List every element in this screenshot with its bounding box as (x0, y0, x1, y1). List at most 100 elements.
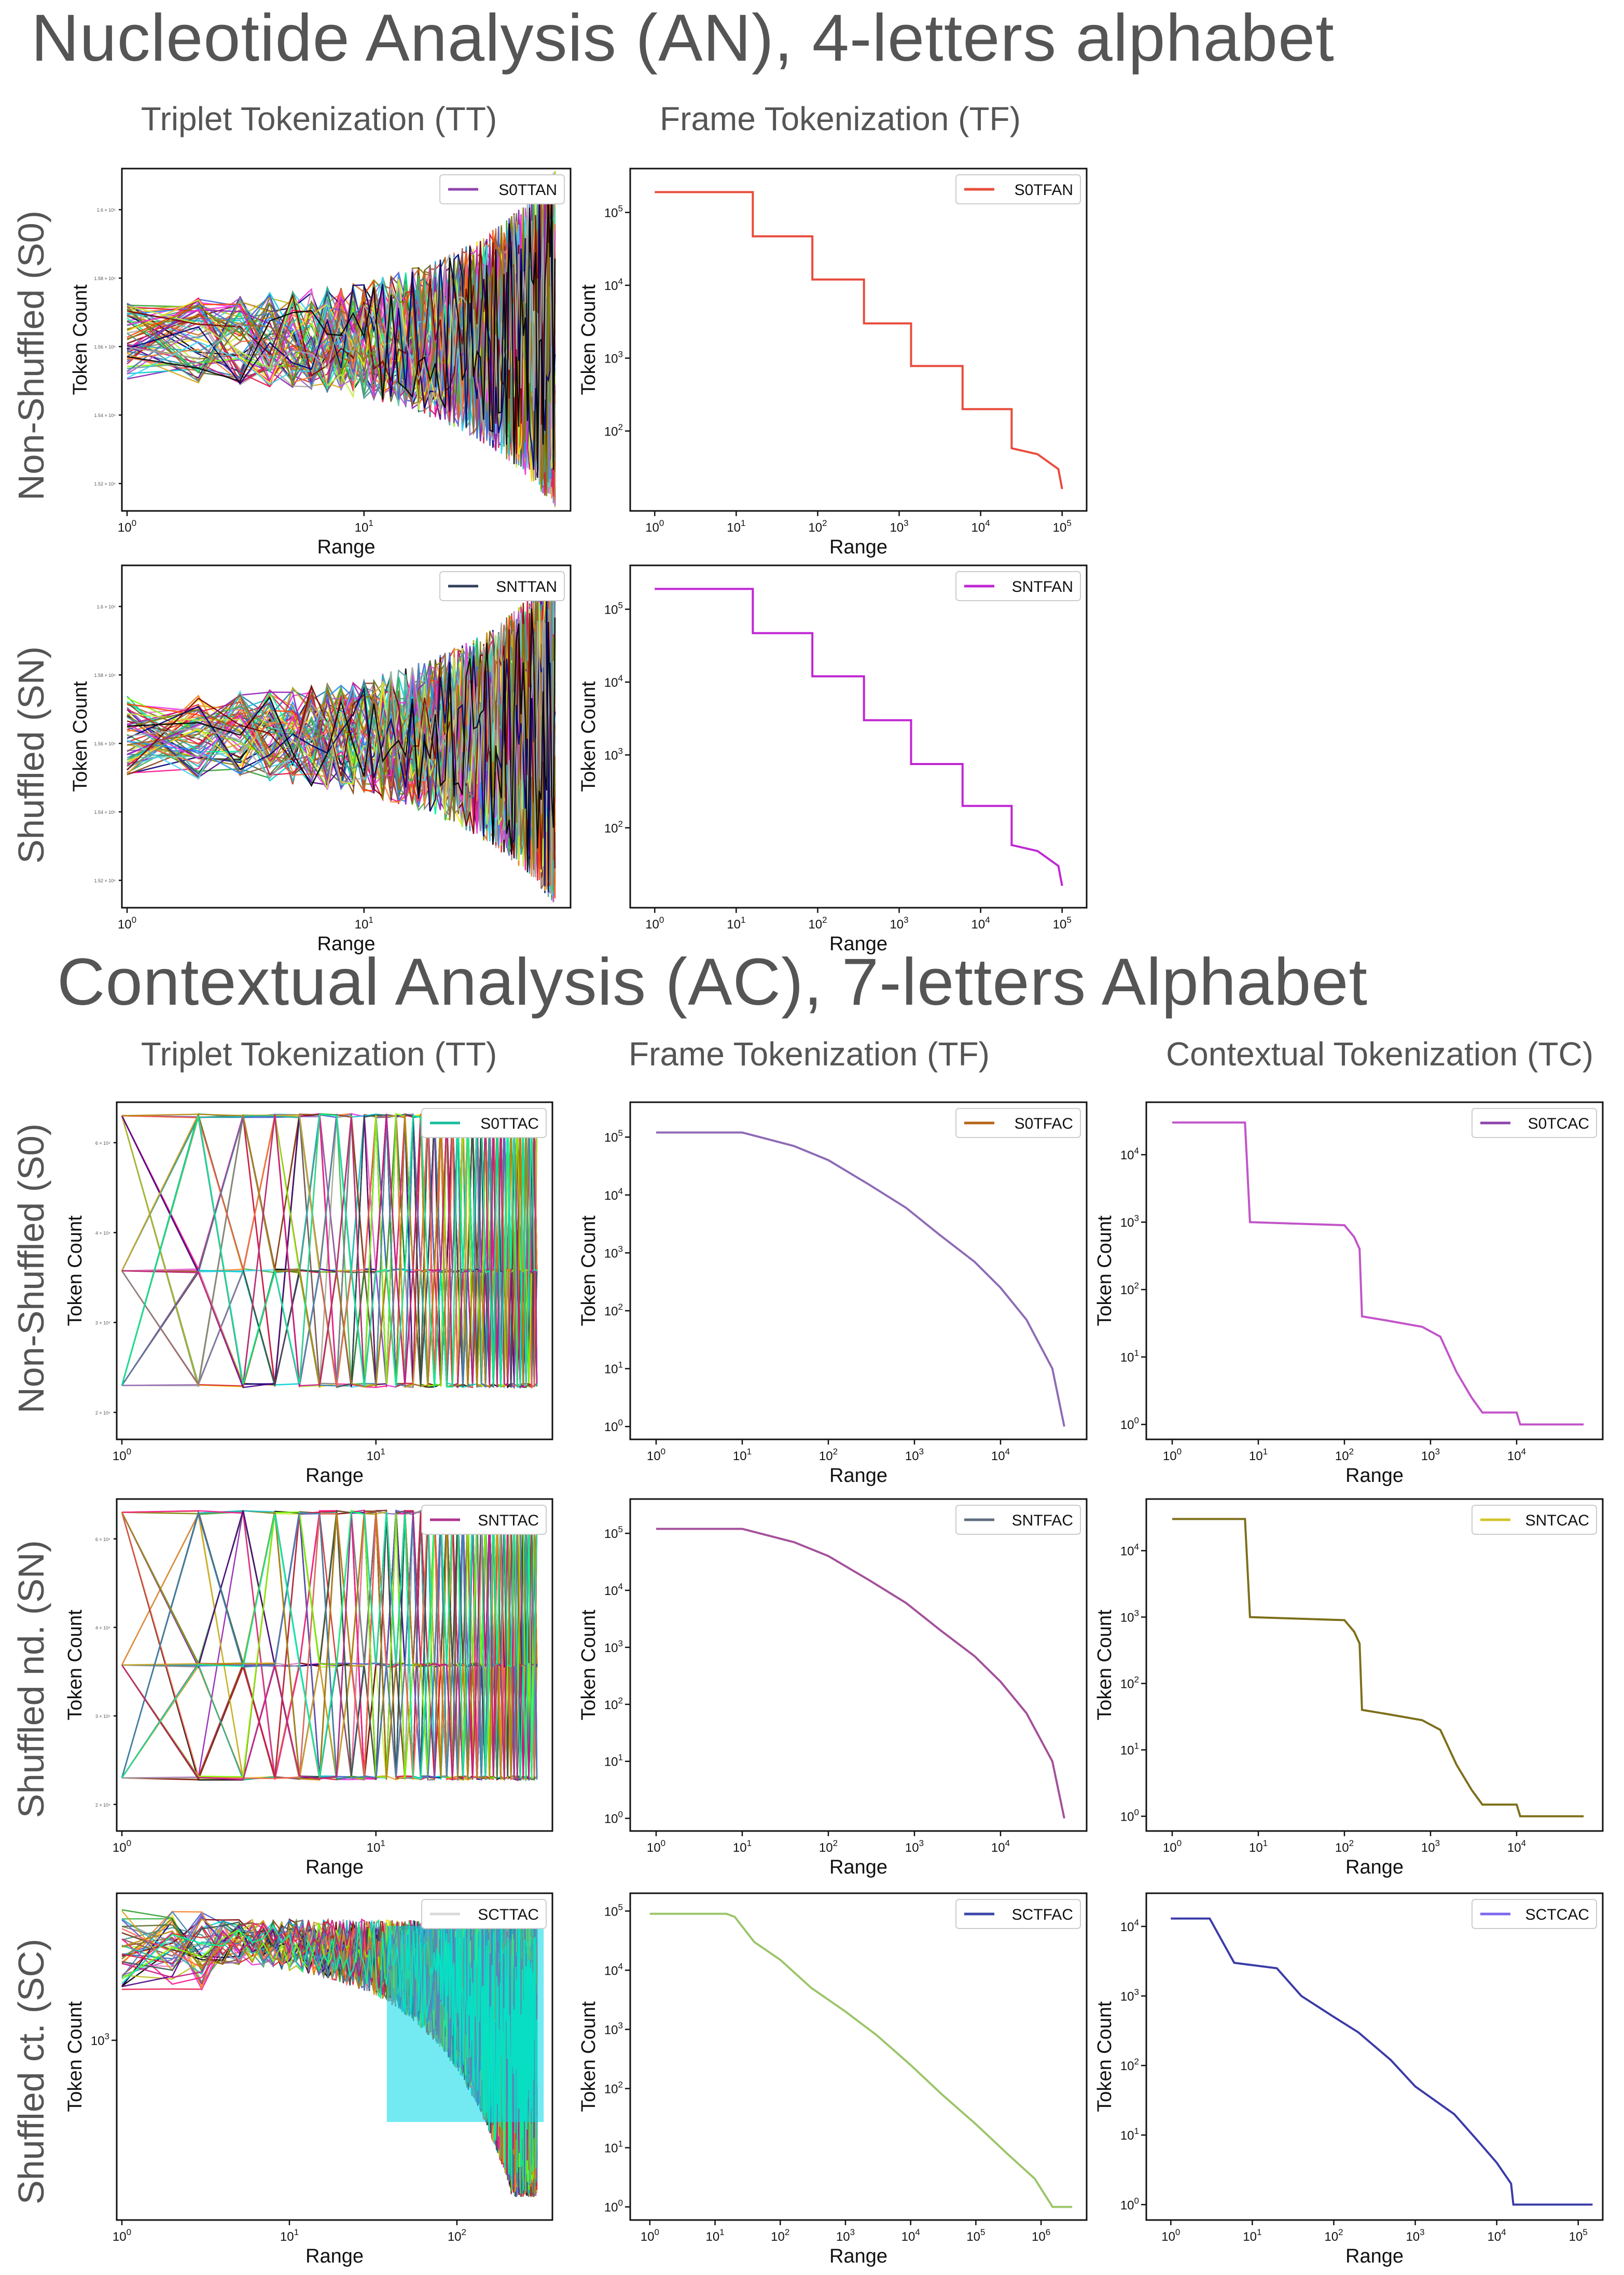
y-tick-label: 4 × 10⁴ (95, 1625, 110, 1630)
series-line (655, 191, 1063, 490)
y-tick-label: 104 (604, 1186, 623, 1203)
y-tick-label: 4 × 10⁴ (95, 1230, 110, 1236)
legend (955, 174, 1081, 204)
x-tick-label: 103 (905, 1447, 924, 1463)
x-tick-label: 101 (733, 1447, 752, 1463)
legend (1472, 1899, 1597, 1929)
x-axis-label: Range (317, 536, 376, 558)
y-tick-label: 100 (1120, 1808, 1139, 1824)
legend-label: SNTCAC (1525, 1512, 1589, 1529)
x-tick-label: 104 (991, 1838, 1010, 1855)
y-tick-label: 105 (604, 1128, 623, 1145)
x-tick-label: 105 (966, 2227, 985, 2244)
y-tick-label: 101 (1120, 1741, 1139, 1758)
y-tick-label: 2 × 10⁴ (95, 1802, 110, 1808)
data-layer (649, 1912, 1073, 2208)
legend-label: S0TTAC (480, 1115, 539, 1132)
y-tick-label: 1.56 × 10⁶ (94, 344, 116, 350)
plot-area (629, 1101, 1088, 1440)
x-tick-label: 101 (367, 1838, 385, 1855)
chart-ac_sc_tf: 100 101 102 103 104 105 106 100 101 102 103 104 105 R… (578, 1892, 1088, 2267)
legend-label: SCTFAC (1012, 1906, 1073, 1923)
data-layer (127, 171, 556, 507)
data-layer (121, 1909, 544, 2197)
y-tick-label: 1.52 × 10⁶ (94, 878, 116, 883)
x-tick-label: 102 (819, 1838, 838, 1855)
x-tick-label: 101 (280, 2227, 299, 2244)
data-layer (656, 1131, 1065, 1427)
y-tick-label: 1.54 × 10⁶ (94, 810, 116, 815)
x-tick-label: 101 (355, 518, 373, 535)
chart-an_s0_tf: 100 101 102 103 104 105 102 103 104 105 Range Token… (578, 168, 1088, 558)
series-line (1172, 1518, 1584, 1818)
y-tick-label: 3 × 10⁴ (95, 1714, 110, 1719)
chart-an_s0_tt: 100 101 1.6 × 10⁶ 1.58 × 10⁶ 1.56 × 10⁶ 1.54 … (70, 168, 572, 558)
x-tick-label: 103 (836, 2227, 855, 2244)
legend-label: S0TCAC (1528, 1115, 1589, 1132)
y-tick-label: 104 (1120, 1918, 1139, 1934)
y-tick-label: 103 (91, 2032, 109, 2048)
chart-ac_s0_tt: 100 101 6 × 10⁴ 4 × 10⁴ 3 × 10⁴ 2 × 10⁴ Range T… (64, 1101, 553, 1487)
dense-series-band (386, 1926, 544, 2122)
legend (439, 571, 565, 601)
x-tick-label: 100 (641, 2227, 659, 2244)
series-line (656, 1528, 1065, 1819)
x-tick-label: 100 (645, 518, 664, 535)
legend-label: S0TTAN (498, 182, 557, 199)
x-tick-label: 105 (1053, 915, 1072, 932)
y-tick-label: 6 × 10⁴ (95, 1537, 110, 1542)
x-tick-label: 100 (1163, 1838, 1182, 1855)
y-tick-label: 102 (604, 1696, 623, 1712)
x-tick-label: 103 (1421, 1838, 1440, 1855)
chart-an_sn_tt: 100 101 1.6 × 10⁶ 1.58 × 10⁶ 1.56 × 10⁶ 1.54 … (70, 564, 572, 955)
x-tick-label: 102 (1335, 1447, 1354, 1463)
y-tick-label: 100 (604, 2198, 623, 2215)
y-tick-label: 101 (604, 1360, 623, 1377)
y-tick-label: 104 (604, 276, 623, 293)
y-axis-label: Token Count (578, 2001, 600, 2112)
chart-an_sn_tf: 100 101 102 103 104 105 102 103 104 105 Range Token… (578, 564, 1088, 955)
legend (439, 174, 565, 204)
y-tick-label: 103 (604, 349, 623, 366)
x-tick-label: 101 (733, 1838, 752, 1855)
plot-area (629, 168, 1088, 512)
y-tick-label: 102 (604, 422, 623, 439)
y-tick-label: 105 (604, 601, 623, 617)
series-line (121, 1113, 537, 1388)
x-tick-label: 100 (118, 915, 136, 932)
x-tick-label: 100 (113, 1838, 131, 1855)
chart-ac_sn_tf: 100 101 102 103 104 100 101 102 103 104 105 Range To… (578, 1498, 1088, 1878)
chart-ac_sc_tc: 100 101 102 103 104 105 100 101 102 103 104 Range To… (1094, 1892, 1604, 2267)
legend-label: SNTFAC (1012, 1512, 1073, 1529)
x-tick-label: 102 (771, 2227, 789, 2244)
y-axis-label: Token Count (70, 284, 91, 395)
x-tick-label: 100 (113, 1447, 131, 1463)
x-tick-label: 104 (901, 2227, 920, 2244)
y-tick-label: 103 (604, 746, 623, 762)
y-tick-label: 104 (1120, 1542, 1139, 1559)
y-axis-label: Token Count (70, 681, 91, 792)
y-tick-label: 100 (1120, 2196, 1139, 2212)
y-tick-label: 102 (1120, 1675, 1139, 1691)
x-tick-label: 101 (705, 2227, 724, 2244)
series-line (1172, 1121, 1584, 1426)
y-tick-label: 103 (1120, 1213, 1139, 1230)
x-tick-label: 105 (1569, 2227, 1588, 2244)
data-layer (655, 588, 1063, 886)
y-tick-label: 104 (604, 1582, 623, 1598)
y-tick-label: 100 (1120, 1416, 1139, 1432)
column-title-ac-tf: Frame Tokenization (TF) (629, 1035, 990, 1073)
x-tick-label: 100 (113, 2227, 131, 2244)
series-line (127, 619, 556, 895)
y-axis-label: Token Count (1094, 1610, 1116, 1721)
x-axis-label: Range (1345, 1856, 1404, 1878)
legend (955, 1505, 1081, 1535)
y-tick-label: 100 (604, 1810, 623, 1826)
x-tick-label: 100 (647, 1838, 665, 1855)
x-axis-label: Range (306, 1856, 364, 1878)
row-title-ac-sc: Shuffled ct. (SC) (11, 1938, 51, 2204)
x-tick-label: 104 (991, 1447, 1010, 1463)
x-tick-label: 103 (905, 1838, 924, 1855)
y-tick-label: 102 (604, 2080, 623, 2097)
plot-area (1145, 1101, 1604, 1440)
